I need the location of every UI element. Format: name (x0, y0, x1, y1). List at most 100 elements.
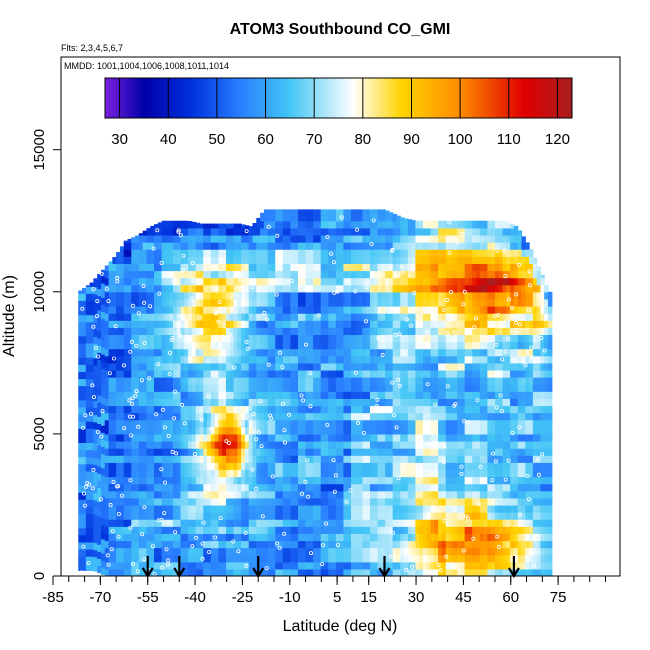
heatmap-cell (180, 284, 185, 293)
heatmap-cell (290, 547, 295, 556)
heatmap-cell (309, 270, 314, 279)
heatmap-cell (191, 533, 197, 542)
heatmap-cell (290, 234, 295, 243)
heatmap-cell (407, 348, 413, 357)
heatmap-cell (263, 341, 269, 350)
heatmap-cell (191, 526, 197, 534)
heatmap-cell (316, 341, 322, 350)
heatmap-cell (305, 313, 310, 321)
heatmap-cell (169, 377, 174, 385)
heatmap-cell (388, 476, 394, 485)
heatmap-cell (112, 441, 117, 449)
heatmap-cell (203, 526, 208, 534)
heatmap-cell (123, 327, 129, 336)
heatmap-cell (108, 284, 113, 293)
heatmap-cell (214, 242, 220, 250)
heatmap-cell (362, 462, 367, 471)
heatmap-cell (279, 306, 284, 314)
heatmap-cell (127, 341, 132, 350)
heatmap-cell (343, 227, 348, 236)
heatmap-cell (381, 313, 386, 321)
heatmap-cell (313, 362, 318, 371)
heatmap-cell (138, 497, 144, 506)
heatmap-cell (404, 554, 409, 563)
heatmap-cell (407, 270, 413, 279)
heatmap-cell (154, 433, 159, 442)
heatmap-cell (256, 369, 261, 378)
heatmap-cell (279, 490, 284, 499)
heatmap-cell (335, 497, 341, 506)
heatmap-cell (313, 483, 318, 492)
heatmap-cell (199, 540, 204, 549)
heatmap-cell (256, 320, 261, 328)
heatmap-cell (358, 504, 363, 513)
heatmap-cell (146, 469, 151, 478)
heatmap-cell (195, 327, 201, 336)
heatmap-cell (407, 512, 413, 520)
heatmap-cell (256, 412, 261, 421)
heatmap-cell (358, 441, 363, 449)
heatmap-cell (275, 512, 280, 520)
heatmap-cell (131, 362, 136, 371)
heatmap-cell (195, 469, 201, 478)
heatmap-cell (305, 277, 310, 286)
heatmap-cell (369, 476, 375, 485)
heatmap-cell (214, 526, 220, 534)
heatmap-cell (362, 227, 367, 236)
heatmap-cell (138, 540, 144, 549)
heatmap-cell (343, 412, 348, 421)
heatmap-cell (104, 291, 110, 300)
heatmap-cell (404, 327, 409, 336)
heatmap-cell (335, 355, 341, 364)
heatmap-cell (131, 483, 136, 492)
heatmap-cell (366, 476, 371, 485)
heatmap-cell (324, 526, 329, 534)
heatmap-cell (172, 398, 178, 407)
heatmap-cell (241, 497, 246, 506)
heatmap-cell (294, 209, 299, 215)
heatmap-cell (301, 533, 307, 542)
heatmap-cell (297, 284, 303, 293)
heatmap-cell (366, 469, 371, 478)
heatmap-cell (369, 249, 375, 257)
heatmap-cell (392, 220, 398, 229)
heatmap-cell (138, 426, 144, 435)
heatmap-cell (97, 430, 102, 439)
heatmap-cell (434, 341, 439, 350)
heatmap-cell (191, 497, 197, 506)
heatmap-cell (290, 298, 295, 307)
heatmap-cell (233, 554, 238, 563)
heatmap-cell (351, 476, 356, 485)
heatmap-cell (131, 448, 136, 456)
heatmap-cell (199, 362, 204, 371)
heatmap-cell (388, 213, 394, 222)
heatmap-cell (150, 355, 155, 364)
heatmap-cell (237, 320, 242, 328)
heatmap-cell (388, 256, 394, 264)
heatmap-cell (362, 441, 367, 449)
heatmap-cell (316, 355, 322, 364)
heatmap-cell (135, 533, 140, 542)
heatmap-cell (233, 412, 238, 421)
heatmap-cell (176, 355, 182, 364)
heatmap-cell (279, 284, 284, 293)
heatmap-cell (191, 462, 197, 471)
heatmap-cell (426, 554, 432, 563)
heatmap-cell (279, 519, 284, 527)
heatmap-cell (332, 270, 337, 279)
heatmap-cell (226, 384, 231, 392)
heatmap-cell (396, 341, 401, 350)
heatmap-cell (309, 341, 314, 350)
heatmap-cell (415, 554, 420, 563)
heatmap-cell (373, 526, 379, 534)
heatmap-cell (392, 561, 398, 570)
heatmap-cell (248, 426, 254, 435)
heatmap-cell (286, 533, 292, 542)
heatmap-cell (320, 519, 326, 527)
heatmap-cell (279, 533, 284, 542)
heatmap-cell (271, 298, 276, 307)
heatmap-cell (419, 369, 424, 378)
heatmap-cell (286, 433, 292, 442)
heatmap-cell (309, 554, 314, 563)
heatmap-cell (351, 561, 356, 570)
